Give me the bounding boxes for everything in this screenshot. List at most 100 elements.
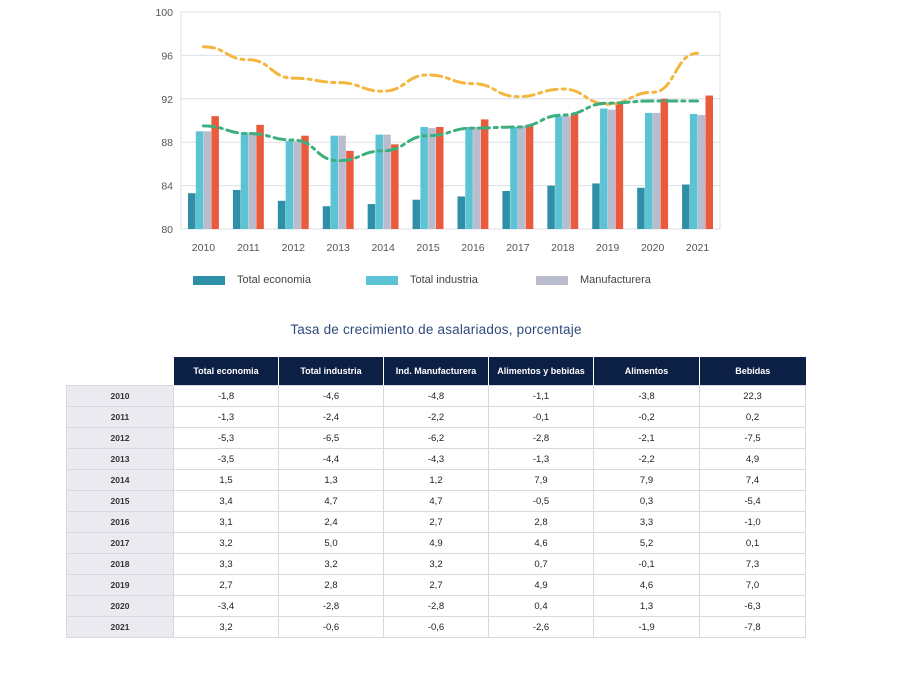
row-year: 2021 [66,616,174,638]
table-cell: -1,1 [488,385,594,407]
bar [518,125,526,229]
table-cell: 7,0 [699,574,806,596]
bar [277,200,286,229]
table-cell: 5,0 [278,532,384,554]
table-cell: 2,8 [278,574,384,596]
row-year: 2017 [66,532,174,554]
table-cell: 1,3 [593,595,700,617]
table-cell: -0,1 [488,406,594,428]
table-cell: -3,4 [173,595,279,617]
bar [293,141,301,229]
x-tick-label: 2020 [641,242,665,254]
table-cell: -4,6 [278,385,384,407]
row-year: 2020 [66,595,174,617]
bar [637,187,645,229]
row-year: 2012 [66,427,174,449]
row-year: 2016 [66,511,174,533]
bar [682,184,690,229]
table-cell: -1,0 [699,511,806,533]
table-cell: -0,1 [593,553,700,575]
table-cell: 7,3 [699,553,806,575]
table-row: 2019 2,7 2,8 2,7 4,9 4,6 7,0 [66,574,806,596]
table-cell: 7,4 [699,469,806,491]
table-cell: -0,2 [593,406,700,428]
bar [330,135,339,229]
bar [412,199,421,229]
table-cell: 1,5 [173,469,279,491]
table-cell: -1,8 [173,385,279,407]
table-cell: 4,9 [699,448,806,470]
table-cell: -2,6 [488,616,594,638]
table-cell: 2,7 [383,574,489,596]
chart-legend: Total economia Total industria Manufactu… [0,274,900,292]
bar [232,189,241,229]
table-cell: -1,3 [488,448,594,470]
bar [285,141,294,229]
x-tick-label: 2011 [237,242,260,254]
table-cell: -6,5 [278,427,384,449]
bar [689,113,698,229]
row-year: 2018 [66,553,174,575]
table-row: 2012 -5,3 -6,5 -6,2 -2,8 -2,1 -7,5 [66,427,806,449]
table-cell: 3,2 [278,553,384,575]
table-cell: 2,7 [173,574,279,596]
bar [562,116,571,229]
table-cell: 3,2 [383,553,489,575]
bar [465,127,473,229]
x-tick-label: 2016 [461,242,485,254]
column-header: Bebidas [699,357,806,386]
table-row: 2021 3,2 -0,6 -0,6 -2,6 -1,9 -7,8 [66,616,806,638]
bar [652,112,661,229]
x-tick-label: 2021 [686,242,710,254]
bar [420,127,428,229]
bar [240,132,249,229]
table-cell: -0,6 [278,616,384,638]
bar [502,191,510,229]
series-line [201,99,700,163]
row-year: 2010 [66,385,174,407]
bar [383,134,391,229]
table-cell: 3,2 [173,616,279,638]
table-row: 2020 -3,4 -2,8 -2,8 0,4 1,3 -6,3 [66,595,806,617]
bar [203,131,212,229]
row-year: 2014 [66,469,174,491]
table-cell: 3,2 [173,532,279,554]
y-tick-label: 84 [161,181,173,193]
table-cell: 2,4 [278,511,384,533]
row-year: 2015 [66,490,174,512]
table-cell: -1,3 [173,406,279,428]
bar [195,131,204,229]
table-cell: 4,6 [488,532,594,554]
table-title: Tasa de crecimiento de asalariados, porc… [290,322,582,337]
table-cell: 0,1 [699,532,806,554]
bar [188,193,196,229]
table-cell: 0,4 [488,595,594,617]
bar [473,127,481,229]
table-cell: -6,3 [699,595,806,617]
table-cell: 0,7 [488,553,594,575]
table-header-row: Total economia Total industria Ind. Manu… [67,357,806,386]
y-tick-label: 96 [161,50,173,62]
bar [547,185,555,229]
legend-item-manufacturera: Manufacturera [536,274,651,286]
table-cell: 2,8 [488,511,594,533]
legend-swatch [366,275,398,285]
bar [375,134,383,229]
table-cell: 1,2 [383,469,489,491]
table-cell: -4,4 [278,448,384,470]
table-cell: -2,4 [278,406,384,428]
table-cell: 4,9 [383,532,489,554]
table-cell: -3,8 [593,385,700,407]
column-header: Total industria [278,357,384,386]
legend-swatch [193,275,225,285]
y-tick-label: 80 [161,224,173,236]
bar [570,113,579,229]
x-tick-label: 2019 [596,242,620,254]
table-cell: 3,3 [593,511,700,533]
column-header: Alimentos y bebidas [488,357,594,386]
table-cell: 4,6 [593,574,700,596]
x-tick-label: 2014 [371,242,395,254]
bar [555,116,563,229]
table-cell: -2,2 [383,406,489,428]
bar [600,108,608,229]
